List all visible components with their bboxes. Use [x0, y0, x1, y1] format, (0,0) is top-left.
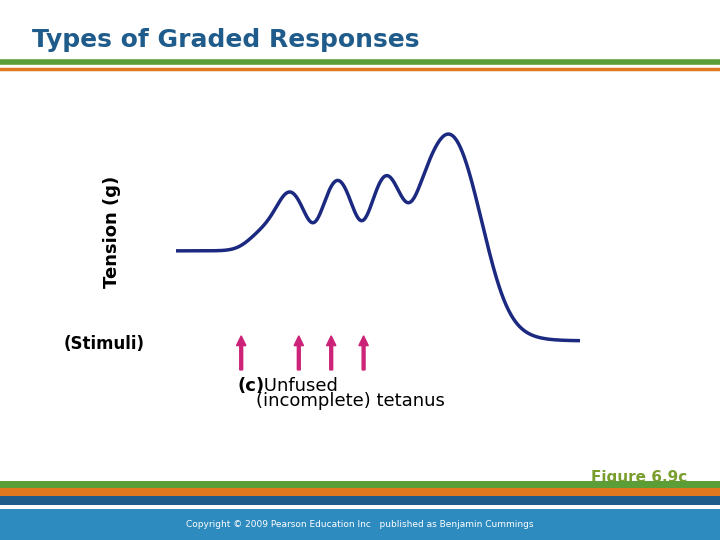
Text: (incomplete) tetanus: (incomplete) tetanus	[256, 392, 444, 410]
Text: Types of Graded Responses: Types of Graded Responses	[32, 29, 420, 52]
Text: Copyright © 2009 Pearson Education Inc   published as Benjamin Cummings: Copyright © 2009 Pearson Education Inc p…	[186, 521, 534, 529]
Text: Unfused: Unfused	[258, 377, 338, 395]
Text: (Stimuli): (Stimuli)	[64, 335, 145, 353]
Text: (c): (c)	[238, 377, 265, 395]
Text: Tension (g): Tension (g)	[102, 176, 121, 288]
Text: Figure 6.9c: Figure 6.9c	[591, 470, 688, 485]
